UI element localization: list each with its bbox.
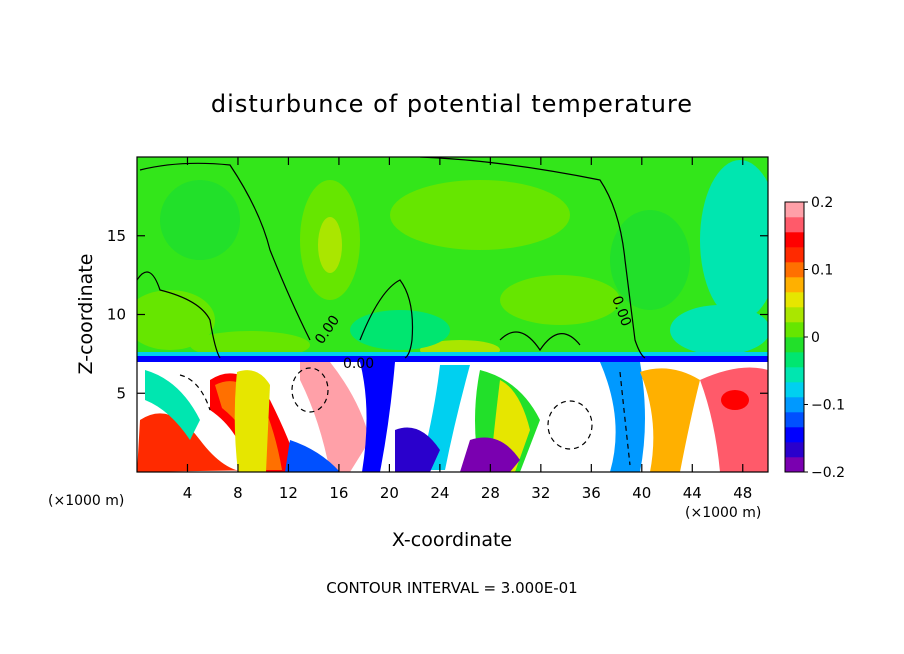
x-tick-label: 48 bbox=[733, 484, 752, 502]
colorbar-swatch bbox=[785, 202, 804, 218]
x-tick-label: 8 bbox=[233, 484, 243, 502]
colorbar-swatch bbox=[785, 352, 804, 368]
dashed-contours bbox=[179, 367, 631, 466]
chart-title: disturbunce of potential temperature bbox=[211, 90, 693, 118]
inversion-band bbox=[137, 356, 768, 362]
y-axis-label: Z-coordinate bbox=[75, 254, 97, 375]
plot-area bbox=[137, 157, 768, 472]
colorbar-swatch bbox=[785, 292, 804, 308]
colorbar-swatch bbox=[785, 367, 804, 383]
x-tick-label: 36 bbox=[582, 484, 601, 502]
x-tick-label: 28 bbox=[481, 484, 500, 502]
y-tick-label: 15 bbox=[107, 227, 126, 245]
inversion-band-upper bbox=[137, 352, 768, 356]
colorbar-swatch bbox=[785, 442, 804, 458]
colorbar-swatch bbox=[785, 307, 804, 323]
x-tick-label: 16 bbox=[329, 484, 348, 502]
x-tick-label: 32 bbox=[531, 484, 550, 502]
x-tick-label: 4 bbox=[183, 484, 193, 502]
colorbar-tick-label: 0.1 bbox=[811, 263, 833, 279]
x-tick-label: 24 bbox=[430, 484, 449, 502]
contour-label: 0.00 bbox=[343, 356, 374, 372]
x-unit-left: (×1000 m) bbox=[48, 493, 124, 509]
contour-lines bbox=[137, 157, 646, 359]
colorbar-swatch bbox=[785, 277, 804, 293]
colorbar: 0.2 0.1 0 −0.1 −0.2 bbox=[784, 195, 845, 481]
colorbar-tick-label: 0.2 bbox=[811, 195, 833, 211]
colorbar-swatch bbox=[785, 427, 804, 443]
colorbar-swatch bbox=[785, 232, 804, 248]
field-lower-patches bbox=[137, 362, 768, 472]
x-axis-label: X-coordinate bbox=[392, 529, 512, 551]
x-tick-label: 20 bbox=[380, 484, 399, 502]
x-tick-label: 44 bbox=[683, 484, 702, 502]
colorbar-tick-label: −0.2 bbox=[811, 465, 845, 481]
colorbar-swatch bbox=[785, 322, 804, 338]
colorbar-swatch bbox=[785, 262, 804, 278]
x-tick-label: 40 bbox=[632, 484, 651, 502]
colorbar-swatch bbox=[785, 412, 804, 428]
y-axis: 5 10 15 bbox=[107, 227, 768, 402]
colorbar-tick-label: −0.1 bbox=[811, 398, 845, 414]
colorbar-swatch bbox=[785, 397, 804, 413]
field-upper-patches bbox=[137, 160, 768, 358]
y-tick-label: 5 bbox=[116, 384, 126, 402]
colorbar-swatch bbox=[785, 457, 804, 473]
colorbar-swatch bbox=[785, 247, 804, 263]
colorbar-swatch bbox=[785, 337, 804, 353]
x-unit-right: (×1000 m) bbox=[685, 505, 761, 521]
colorbar-tick-label: 0 bbox=[811, 330, 820, 346]
contour-interval-note: CONTOUR INTERVAL = 3.000E-01 bbox=[326, 579, 577, 597]
y-tick-label: 10 bbox=[107, 306, 126, 324]
colorbar-swatch bbox=[785, 382, 804, 398]
colorbar-swatch bbox=[785, 217, 804, 233]
x-axis: 4 8 12 16 20 24 28 32 36 40 44 48 bbox=[183, 157, 752, 502]
x-tick-label: 12 bbox=[279, 484, 298, 502]
